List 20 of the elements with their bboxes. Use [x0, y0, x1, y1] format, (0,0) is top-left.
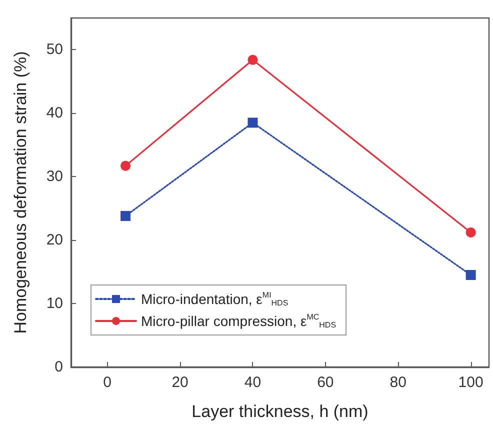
- y-tick-label: 0: [54, 358, 63, 376]
- point: [466, 270, 476, 280]
- x-tick-label: 60: [317, 374, 334, 391]
- point: [466, 227, 476, 238]
- point: [248, 54, 258, 65]
- y-tick-label: 20: [46, 232, 63, 249]
- x-tick-label: 20: [172, 374, 188, 391]
- y-tick-label: 50: [46, 41, 63, 58]
- x-tick-label: 100: [458, 374, 484, 391]
- x-tick-label: 40: [244, 374, 262, 391]
- y-tick-label: 30: [46, 168, 63, 186]
- point: [248, 118, 258, 128]
- point: [120, 160, 131, 171]
- y-tick-label: 10: [46, 295, 63, 312]
- x-axis-title: Layer thickness, h (nm): [192, 402, 368, 421]
- y-axis-title: Homogeneous deformation strain (%): [11, 51, 30, 334]
- y-tick-label: 40: [46, 104, 63, 122]
- x-tick-label: 0: [103, 374, 112, 391]
- point: [120, 210, 131, 221]
- x-tick-label: 80: [390, 374, 406, 391]
